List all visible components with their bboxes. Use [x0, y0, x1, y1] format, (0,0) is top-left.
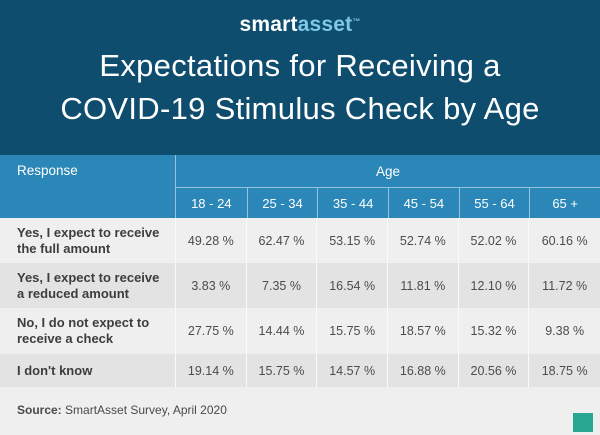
row-label: I don't know — [0, 354, 176, 387]
table-cell: 52.02 % — [459, 218, 530, 263]
table-cell: 9.38 % — [545, 324, 585, 338]
source-label: Source: — [17, 403, 62, 417]
table-cell: 52.74 % — [388, 218, 459, 263]
table-cell: 11.72 % — [542, 278, 588, 293]
table-cell: 20.56 % — [459, 354, 530, 387]
table-cell: 18.57 % — [388, 308, 459, 354]
table-cell: 3.83 % — [176, 263, 247, 308]
table-cell: 60.16 % — [541, 233, 588, 248]
age-group-header: 18 - 24 — [191, 195, 232, 211]
table-row: Yes, I expect to receive the full amount… — [0, 218, 600, 263]
logo-smart: smart — [239, 13, 298, 36]
table-cell: 19.14 % — [176, 354, 247, 387]
title-line-2: COVID-19 Stimulus Check by Age — [60, 91, 540, 126]
title-line-1: Expectations for Receiving a — [99, 48, 501, 83]
table-cell: 27.75 % — [176, 308, 247, 354]
table-cell: 53.15 % — [317, 218, 388, 263]
table-cell: 49.28 % — [176, 218, 247, 263]
table-cell: 16.88 % — [388, 354, 459, 387]
table-cell: 15.75 % — [317, 308, 388, 354]
table-cell: 14.57 % — [317, 354, 388, 387]
table-cell: 15.32 % — [459, 308, 530, 354]
row-label: No, I do not expect to receive a check — [0, 308, 176, 354]
source-text: SmartAsset Survey, April 2020 — [65, 403, 227, 417]
table-cell: 11.81 % — [388, 263, 459, 308]
header-band: smartasset™ Expectations for Receiving a… — [0, 0, 600, 155]
table-cell: 7.35 % — [247, 263, 318, 308]
table-row: Yes, I expect to receive a reduced amoun… — [0, 263, 600, 308]
age-group-header: 35 - 44 — [317, 188, 388, 218]
row-label: Yes, I expect to receive a reduced amoun… — [0, 263, 176, 308]
age-group-header: 65 + — [529, 188, 600, 218]
age-group-header: 25 - 34 — [246, 188, 318, 218]
table-row: I don't know 19.14 % 15.75 % 14.57 % 16.… — [0, 354, 600, 387]
page-title: Expectations for Receiving a COVID-19 St… — [0, 44, 600, 130]
table-cell: 16.54 % — [317, 263, 388, 308]
age-group-header: 45 - 54 — [387, 188, 459, 218]
table-cell: 14.44 % — [247, 308, 318, 354]
column-header-response: Response — [0, 155, 176, 218]
trademark-symbol: ™ — [352, 17, 361, 26]
smartasset-logo: smartasset™ — [0, 0, 600, 37]
table-header: Response Age 18 - 24 25 - 34 35 - 44 45 … — [0, 155, 600, 218]
table-cell: 62.47 % — [247, 218, 318, 263]
age-group-header: 55 - 64 — [458, 188, 530, 218]
column-header-age: Age — [176, 155, 600, 188]
brand-square-mark — [573, 413, 593, 432]
table-row: No, I do not expect to receive a check 2… — [0, 308, 600, 354]
logo-asset: asset — [297, 13, 353, 36]
table-cell: 18.75 % — [541, 363, 588, 378]
row-label: Yes, I expect to receive the full amount — [0, 218, 176, 263]
table-cell: 12.10 % — [459, 263, 530, 308]
table-cell: 15.75 % — [247, 354, 318, 387]
source-note: Source: SmartAsset Survey, April 2020 — [0, 387, 600, 417]
